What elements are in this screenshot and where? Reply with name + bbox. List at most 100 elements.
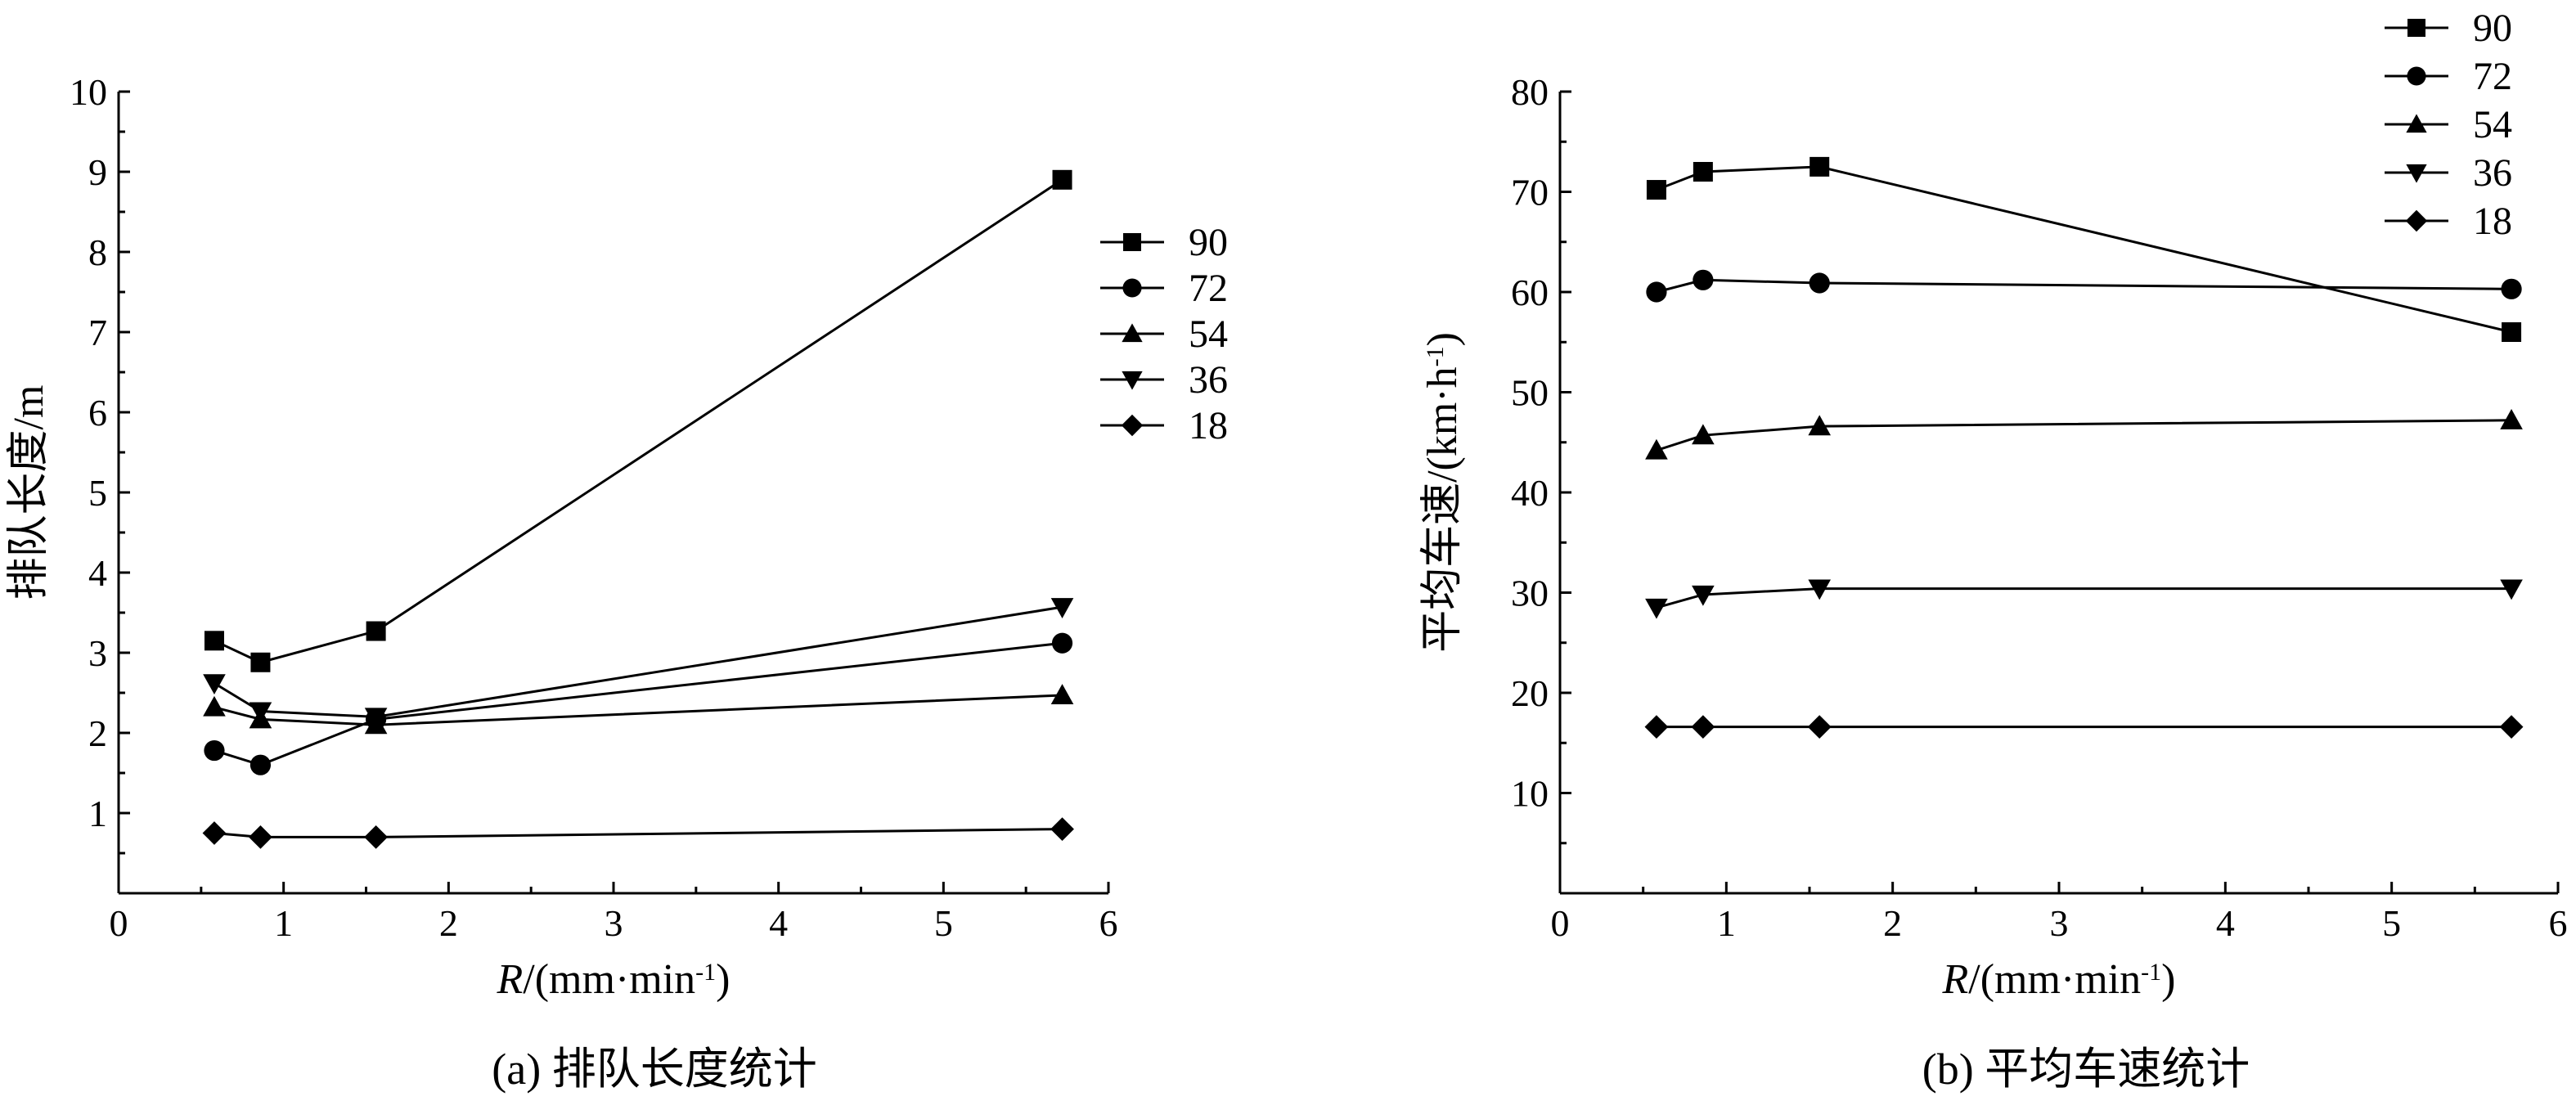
x-tick-label: 1: [274, 902, 293, 944]
data-point: [2502, 322, 2522, 342]
data-point: [2499, 715, 2524, 739]
x-tick-label: 2: [439, 902, 458, 944]
chart-panel-queue-length: 0 1 2 3 4 5 6 1 2 3 4 5 6 7 8 9 10 R/(mm·min-1) 排队长度/m 90 72…: [0, 0, 1284, 1101]
y-tick-label: 30: [1511, 573, 1549, 614]
data-point: [1691, 715, 1715, 739]
data-point: [202, 821, 227, 845]
series-72: [204, 632, 1073, 775]
data-point: [204, 739, 225, 762]
data-point: [1808, 579, 1831, 600]
data-point: [1809, 156, 1830, 177]
series-36: [1645, 579, 2523, 619]
series-line: [1656, 165, 2512, 334]
legend-marker: [2405, 209, 2428, 232]
y-tick-label: 9: [88, 151, 107, 193]
legend-entry: 72: [1189, 267, 1228, 310]
legend-marker: [1122, 371, 1143, 390]
x-tick-label: 4: [769, 902, 788, 944]
y-tick-label: 6: [88, 392, 107, 434]
y-tick-label: 3: [88, 632, 107, 674]
y-tick-label: 80: [1511, 71, 1549, 113]
data-point: [249, 702, 272, 723]
data-point: [249, 825, 272, 849]
data-point: [203, 695, 226, 717]
y-tick-label: 20: [1511, 672, 1549, 714]
legend-marker: [2407, 19, 2425, 37]
legend-marker: [2406, 164, 2427, 183]
data-point: [1051, 632, 1073, 654]
x-tick-label: 5: [934, 902, 953, 944]
series-18: [1644, 715, 2524, 739]
y-tick-label: 1: [88, 793, 107, 834]
data-point: [1692, 424, 1715, 445]
average-speed-chart: 0 1 2 3 4 5 6 10 20 30 40 50 60 70 80 R/(mm·min-1) 平均车速/…: [1419, 7, 2568, 1003]
x-axis-label: R/(mm·min-1): [497, 956, 731, 1003]
x-tick-label: 2: [1883, 902, 1902, 944]
data-point: [1645, 438, 1668, 460]
legend-marker: [1123, 233, 1141, 251]
x-tick-label: 3: [605, 902, 623, 944]
y-tick-label: 5: [88, 472, 107, 514]
series-line: [1656, 278, 2512, 294]
legend-marker: [1122, 278, 1142, 298]
legend-marker: [1121, 414, 1144, 437]
y-tick-label: 50: [1511, 372, 1549, 414]
x-tick-label: 0: [1551, 902, 1570, 944]
series-line: [214, 178, 1063, 664]
series-line: [1656, 419, 2512, 452]
y-tick-label: 8: [88, 231, 107, 273]
data-point: [203, 674, 226, 695]
y-axis-label: 平均车速/(km·h-1): [1419, 332, 1466, 653]
y-tick-label: 10: [70, 71, 107, 113]
chart-caption: (a) 排队长度统计: [492, 1045, 817, 1094]
data-point: [364, 708, 388, 729]
chart-panel-average-speed: 0 1 2 3 4 5 6 10 20 30 40 50 60 70 80 R/(mm·min-1) 平均车速/…: [1284, 0, 2576, 1101]
data-point: [1050, 598, 1074, 618]
data-point: [1693, 269, 1714, 290]
legend-entry: 18: [2473, 200, 2512, 243]
legend-marker: [2407, 66, 2426, 86]
series-54: [1645, 409, 2523, 460]
y-tick-label: 2: [88, 712, 107, 754]
queue-length-chart: 0 1 2 3 4 5 6 1 2 3 4 5 6 7 8 9 10 R/(mm·min-1) 排队长度/m 9072…: [6, 71, 1228, 1003]
series-54: [203, 684, 1074, 735]
x-axis-label: R/(mm·min-1): [1942, 956, 2176, 1003]
x-tick-label: 3: [2050, 902, 2069, 944]
series-90: [1646, 156, 2522, 342]
data-point: [364, 825, 388, 849]
data-point: [1809, 272, 1830, 294]
data-point: [1646, 180, 1666, 200]
data-point: [1693, 162, 1713, 182]
y-tick-label: 40: [1511, 472, 1549, 514]
y-axis-label: 排队长度/m: [6, 385, 52, 600]
legend-entry: 90: [1189, 221, 1228, 264]
data-point: [2500, 579, 2523, 600]
x-tick-label: 6: [1099, 902, 1118, 944]
legend-marker: [1122, 323, 1143, 343]
data-point: [250, 754, 272, 775]
series-line: [1656, 587, 2512, 609]
y-tick-label: 4: [88, 552, 107, 594]
chart-caption: (b) 平均车速统计: [1922, 1045, 2250, 1094]
data-point: [204, 631, 224, 651]
data-point: [1692, 585, 1715, 606]
x-tick-label: 5: [2382, 902, 2401, 944]
data-point: [366, 621, 386, 641]
data-point: [1644, 715, 1669, 739]
x-tick-label: 4: [2216, 902, 2235, 944]
legend-entry: 36: [1189, 358, 1228, 402]
legend-marker: [2406, 114, 2427, 133]
legend-entry: 54: [2473, 103, 2512, 146]
legend-entry: 36: [2473, 151, 2512, 195]
data-point: [1646, 281, 1667, 303]
series-36: [203, 598, 1074, 729]
data-point: [1050, 817, 1074, 841]
data-point: [250, 652, 271, 672]
data-point: [1050, 684, 1074, 704]
x-tick-label: 0: [110, 902, 128, 944]
legend-entry: 18: [1189, 404, 1228, 447]
series-72: [1646, 269, 2522, 303]
data-point: [1807, 715, 1832, 739]
